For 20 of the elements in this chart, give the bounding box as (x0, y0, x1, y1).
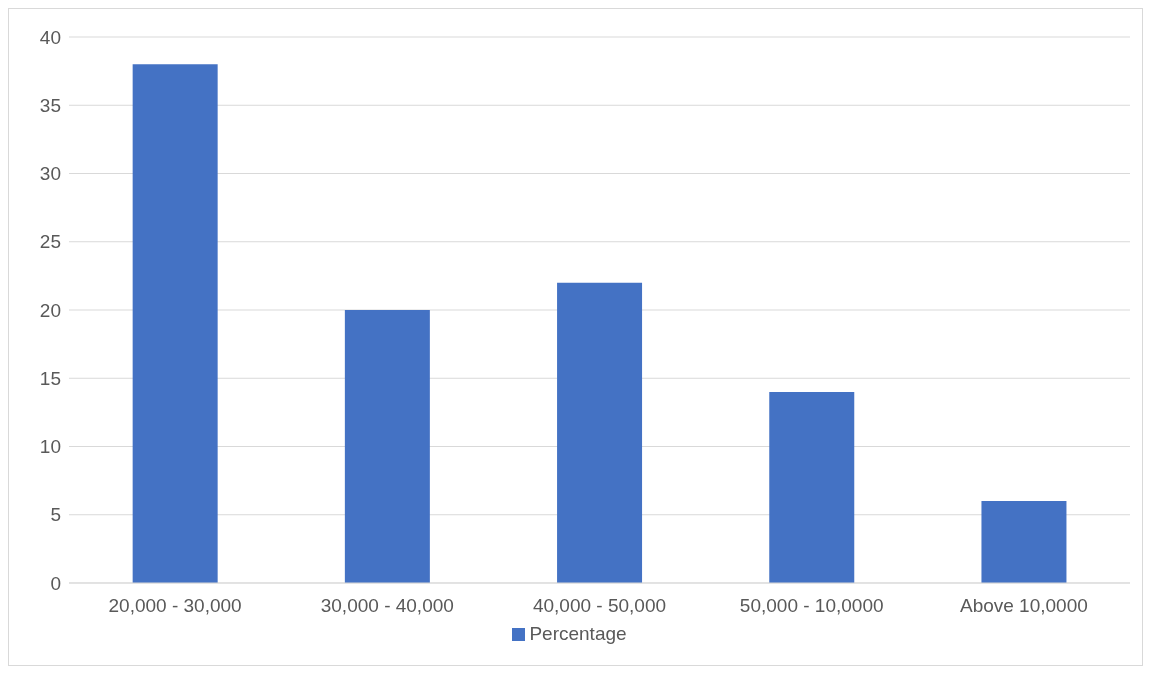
y-tick-label: 15 (39, 367, 61, 389)
x-tick-label: 50,000 - 10,0000 (739, 595, 884, 617)
legend-label: Percentage (529, 623, 627, 644)
bar (132, 64, 218, 583)
y-tick-label: 10 (39, 436, 61, 458)
y-tick-label: 40 (39, 26, 61, 48)
x-tick-label: 20,000 - 30,000 (108, 595, 242, 617)
bar (344, 310, 430, 583)
x-tick-label: Above 10,0000 (959, 595, 1088, 617)
y-tick-label: 35 (39, 95, 61, 116)
bar (981, 501, 1067, 583)
bar (769, 391, 855, 583)
x-tick-label: 30,000 - 40,000 (320, 595, 454, 617)
y-tick-label: 20 (39, 299, 61, 321)
y-tick-label: 25 (39, 231, 61, 253)
x-tick-label: 40,000 - 50,000 (532, 595, 667, 617)
bar (557, 282, 643, 583)
y-tick-label: 0 (50, 572, 61, 594)
y-tick-label: 5 (50, 504, 61, 526)
y-tick-label: 30 (39, 163, 61, 185)
